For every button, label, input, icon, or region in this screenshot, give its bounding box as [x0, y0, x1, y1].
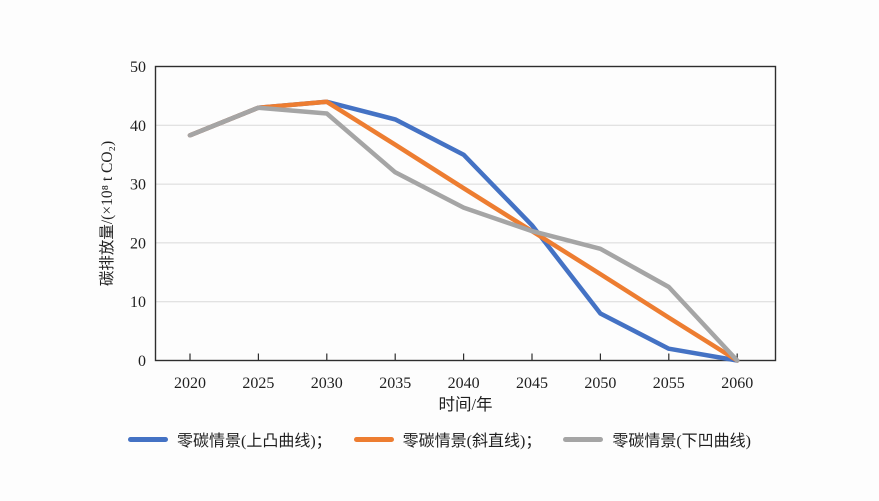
series-line-2	[187, 105, 740, 363]
x-tick-label-2055: 2055	[653, 375, 685, 392]
legend-label-1: 零碳情景(斜直线)；	[402, 433, 542, 450]
data-series-lines	[187, 99, 740, 363]
legend-item-1: 零碳情景(斜直线)；	[353, 427, 542, 451]
x-axis-ticks	[189, 353, 738, 361]
y-tick-label-10: 10	[130, 294, 146, 311]
legend-swatch-1	[353, 436, 394, 442]
y-tick-label-50: 50	[130, 59, 146, 76]
legend-item-0: 零碳情景(上凸曲线)；	[127, 427, 332, 451]
legend: 零碳情景(上凸曲线)； 零碳情景(斜直线)； 零碳情景(下凹曲线)	[0, 427, 879, 451]
legend-swatch-0	[127, 436, 168, 442]
plot-area-border	[154, 65, 777, 362]
x-tick-label-2045: 2045	[516, 375, 548, 392]
y-tick-label-0: 0	[138, 353, 146, 370]
legend-swatch-2	[563, 436, 604, 442]
legend-item-2: 零碳情景(下凹曲线)	[563, 427, 751, 451]
y-tick-label-40: 40	[130, 118, 146, 135]
x-tick-label-2040: 2040	[448, 375, 480, 392]
x-axis-tick-labels: 2020 2025 2030 2035 2040 2045 2050 2055 2060	[174, 375, 753, 392]
legend-label-2: 零碳情景(下凹曲线)	[612, 433, 751, 450]
series-line-0	[187, 99, 740, 363]
x-tick-label-2035: 2035	[379, 375, 411, 392]
y-tick-label-20: 20	[130, 235, 146, 252]
x-tick-label-2060: 2060	[721, 375, 753, 392]
x-tick-label-2030: 2030	[311, 375, 343, 392]
series-line-1	[187, 99, 740, 363]
y-axis-title: 碳排放量/(×10⁸ t CO₂)	[98, 141, 116, 286]
gridlines	[155, 124, 776, 303]
legend-label-0: 零碳情景(上凸曲线)；	[176, 433, 332, 450]
x-tick-label-2050: 2050	[584, 375, 616, 392]
x-axis-title: 时间/年	[438, 395, 492, 414]
y-tick-label-30: 30	[130, 177, 146, 194]
x-tick-label-2025: 2025	[242, 375, 274, 392]
y-axis-tick-labels: 0 10 20 30 40 50	[130, 59, 146, 370]
x-tick-label-2020: 2020	[174, 375, 206, 392]
